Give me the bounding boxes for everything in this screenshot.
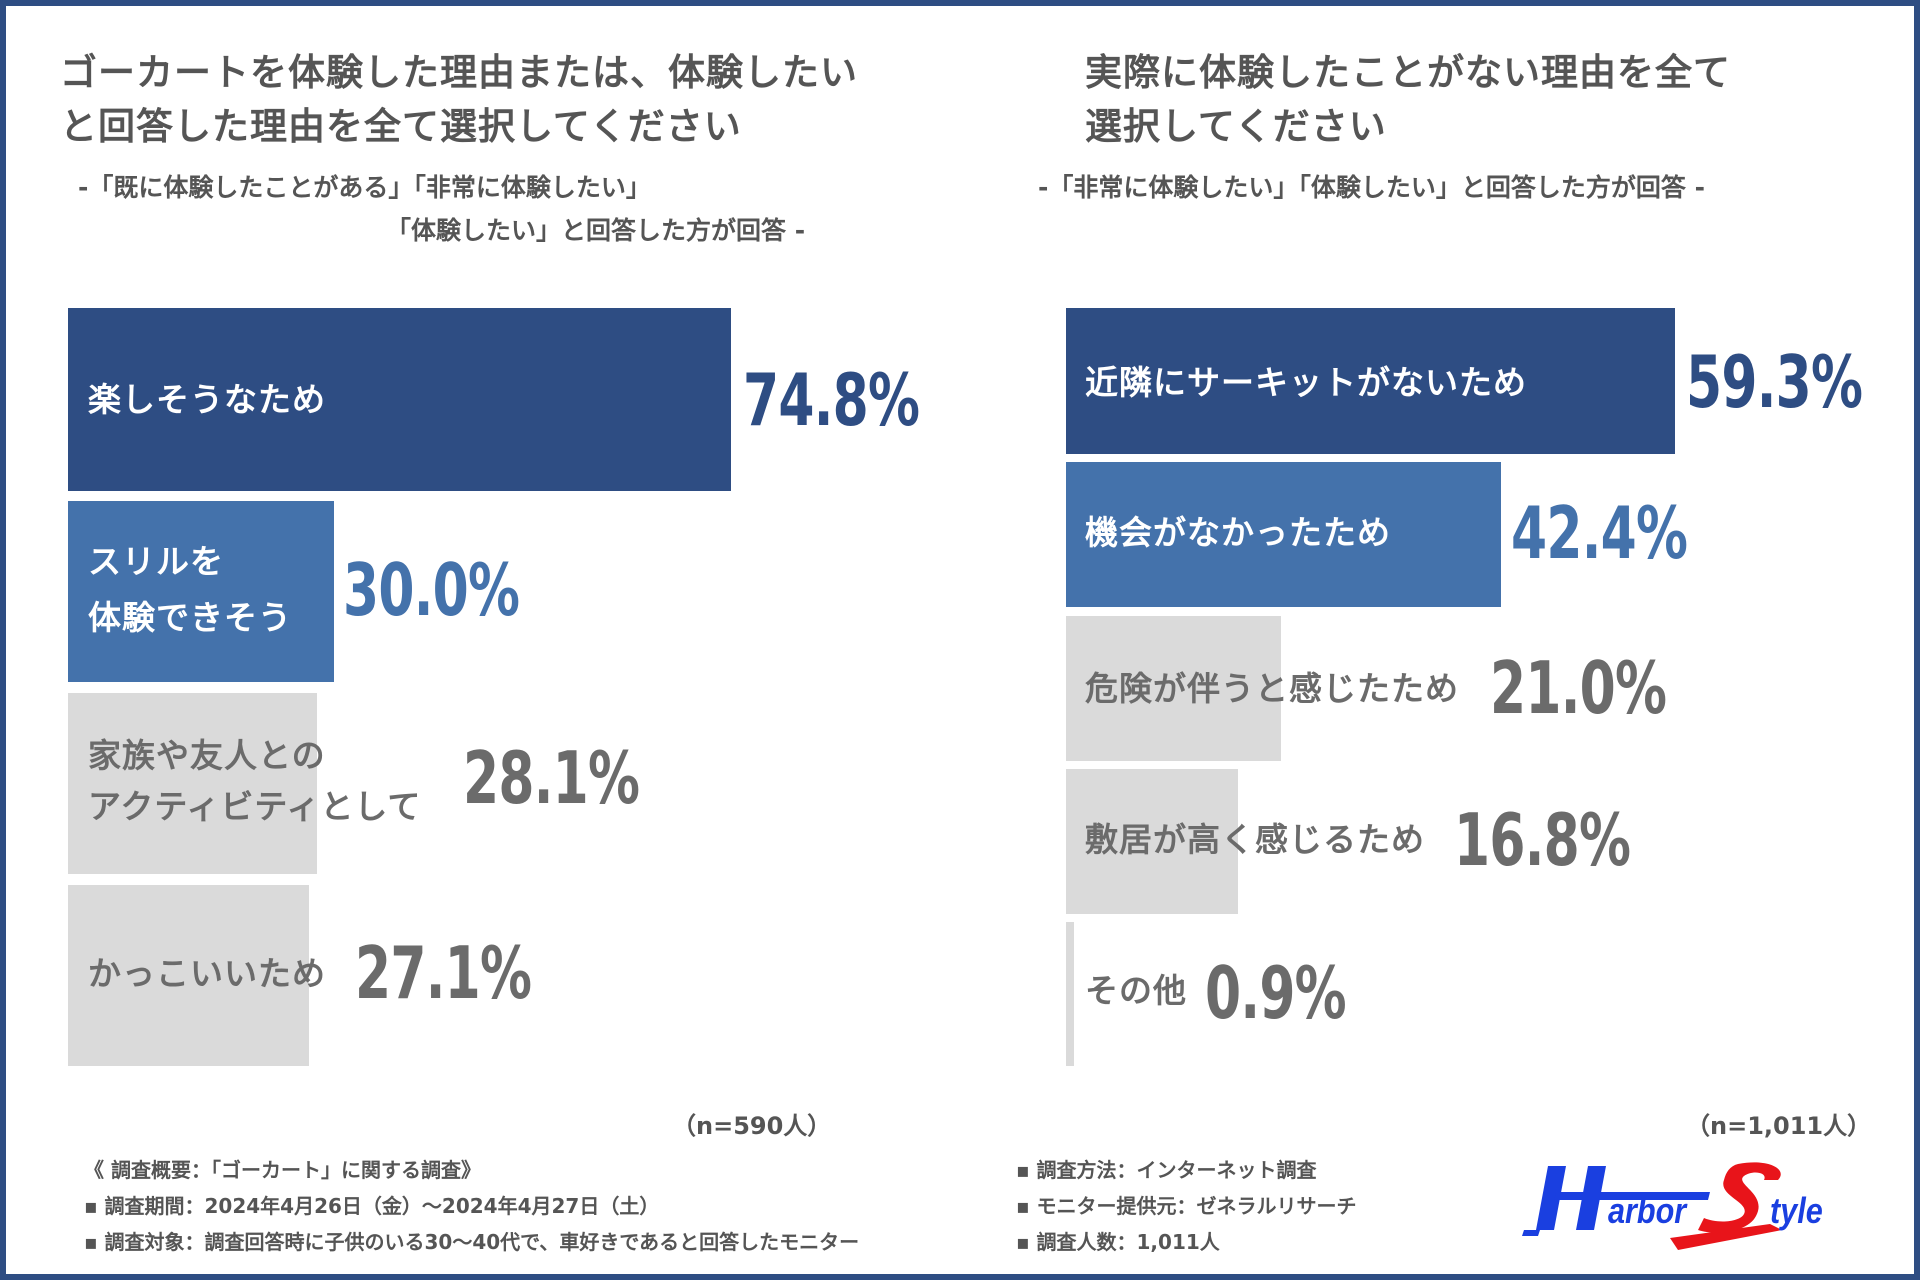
right-chart-subtitle: -「非常に体験したい」「体験したい」と回答した方が回答 - (1038, 173, 1705, 202)
right-chart-title-line2: 選択してください (1085, 105, 1387, 148)
harbor-style-logo-icon (1522, 1162, 1782, 1250)
survey-period: ▪ 調査期間：2024年4月26日（金）～2024年4月27日（土） (84, 1194, 660, 1218)
left-bar-4 (68, 885, 309, 1066)
left-bar-2-label-line2: 体験できそう (88, 598, 292, 637)
right-sample-size: （n=1,011人） (1686, 1112, 1872, 1140)
logo-text-harbor: arbor (1608, 1190, 1687, 1231)
right-chart-title-line1: 実際に体験したことがない理由を全て (1085, 51, 1731, 94)
left-chart-title-line1: ゴーカートを体験した理由または、体験したい (60, 51, 858, 94)
right-bar-3-label: 危険が伴うと感じたため (1085, 669, 1459, 708)
left-chart-title-line2: と回答した理由を全て選択してください (60, 105, 742, 148)
right-bar-3-value: 21.0% (1490, 646, 1667, 730)
left-bar-2-label-line1: スリルを (88, 542, 224, 581)
left-bar-3-label-line2: アクティビティとして (88, 787, 422, 826)
left-bar-1-label: 楽しそうなため (88, 380, 326, 419)
right-bar-2-label: 機会がなかったため (1085, 513, 1391, 552)
right-bar-5-label: その他 (1085, 971, 1187, 1010)
left-bar-3 (68, 693, 317, 874)
right-bar-1 (1066, 308, 1675, 454)
left-sample-size: （n=590人） (672, 1112, 832, 1140)
right-bar-1-label: 近隣にサーキットがないため (1085, 363, 1527, 402)
left-chart-subtitle-line1: -「既に体験したことがある」「非常に体験したい」 (78, 173, 651, 202)
left-bar-1 (68, 308, 731, 491)
right-bar-3 (1066, 616, 1281, 761)
left-bar-1-value: 74.8% (743, 358, 920, 442)
left-bar-4-value: 27.1% (355, 931, 532, 1015)
survey-monitor-provider: ▪ モニター提供元：ゼネラルリサーチ (1016, 1194, 1357, 1218)
right-bar-5 (1066, 922, 1074, 1066)
left-chart-subtitle-line2: 「体験したい」と回答した方が回答 - (386, 216, 806, 245)
harbor-style-logo: arbor tyle (1520, 1150, 1850, 1260)
right-bar-4 (1066, 769, 1238, 914)
right-bar-5-value: 0.9% (1205, 951, 1347, 1035)
survey-target: ▪ 調査対象：調査回答時に子供のいる30～40代で、車好きであると回答したモニタ… (84, 1230, 860, 1254)
logo-text-style: tyle (1770, 1190, 1823, 1231)
survey-overview-heading: 《 調査概要：「ゴーカート」に関する調査》 (84, 1158, 481, 1182)
left-bar-2 (68, 501, 334, 682)
left-bar-3-value: 28.1% (463, 736, 640, 820)
right-bar-1-value: 59.3% (1686, 340, 1863, 424)
left-bar-3-label-line1: 家族や友人との (88, 736, 326, 775)
left-bar-4-label: かっこいいため (88, 954, 326, 993)
right-bar-4-value: 16.8% (1454, 798, 1631, 882)
survey-respondents: ▪ 調査人数：1,011人 (1016, 1230, 1220, 1254)
right-bar-2 (1066, 462, 1501, 607)
right-bar-4-label: 敷居が高く感じるため (1085, 820, 1425, 859)
survey-method: ▪ 調査方法：インターネット調査 (1016, 1158, 1317, 1182)
left-bar-2-value: 30.0% (343, 548, 520, 632)
right-bar-2-value: 42.4% (1511, 491, 1688, 575)
